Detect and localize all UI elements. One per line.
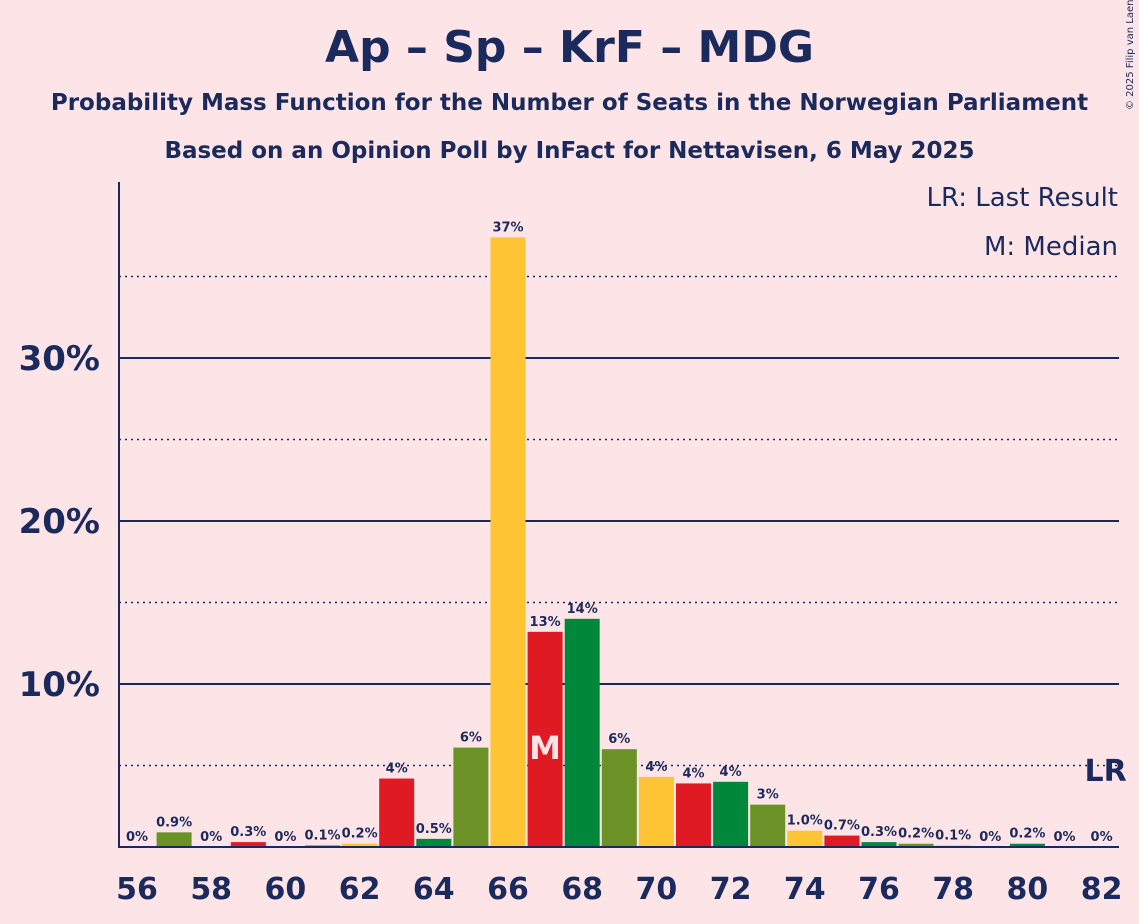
data-label: 0% (274, 830, 296, 845)
data-label: 0.7% (824, 819, 860, 834)
x-tick-label: 74 (784, 872, 826, 907)
bar (824, 835, 860, 847)
median-marker: M (529, 729, 561, 767)
last-result-marker: LR (1084, 754, 1126, 789)
data-label: 1.0% (787, 814, 823, 829)
x-tick-label: 56 (116, 872, 158, 907)
y-tick-label: 10% (19, 665, 100, 705)
bar (527, 631, 563, 847)
data-label: 0.5% (416, 822, 452, 837)
bar (898, 843, 934, 847)
y-tick-label: 30% (19, 339, 100, 379)
bar (861, 842, 897, 847)
bar (490, 237, 526, 847)
bar (787, 830, 823, 847)
x-tick-label: 80 (1007, 872, 1049, 907)
x-tick-label: 82 (1081, 872, 1123, 907)
data-label: 0% (200, 830, 222, 845)
x-tick-label: 70 (636, 872, 678, 907)
x-tick-label: 72 (710, 872, 752, 907)
chart-subtitle: Probability Mass Function for the Number… (50, 90, 1089, 116)
data-label: 13% (530, 615, 561, 630)
bar (564, 618, 600, 847)
bar (379, 778, 415, 847)
data-label: 4% (386, 762, 408, 777)
chart-title: Ap – Sp – KrF – MDG (325, 22, 814, 73)
data-label: 3% (757, 788, 779, 803)
data-label: 0% (979, 830, 1001, 845)
chart-source: Based on an Opinion Poll by InFact for N… (164, 138, 975, 164)
data-label: 0.2% (898, 827, 934, 842)
bar (156, 832, 192, 847)
data-label: 4% (645, 760, 667, 775)
data-label: 0% (1053, 830, 1075, 845)
data-label: 0% (126, 830, 148, 845)
data-label: 37% (492, 220, 523, 235)
x-tick-label: 66 (487, 872, 529, 907)
data-label: 0.3% (230, 825, 266, 840)
bar (416, 838, 452, 847)
x-tick-label: 68 (561, 872, 603, 907)
bar (1009, 843, 1045, 847)
bar (453, 747, 489, 847)
data-label: 6% (460, 731, 482, 746)
x-tick-label: 78 (932, 872, 974, 907)
x-tick-label: 62 (339, 872, 381, 907)
data-label: 14% (567, 602, 598, 617)
data-label: 0.2% (342, 827, 378, 842)
bar (230, 842, 266, 847)
y-tick-label: 20% (19, 502, 100, 542)
legend-median: M: Median (983, 232, 1118, 262)
data-label: 0.3% (861, 825, 897, 840)
data-label: 0.1% (304, 828, 340, 843)
data-label: 4% (720, 765, 742, 780)
data-label: 0.9% (156, 815, 192, 830)
data-label: 0.1% (935, 828, 971, 843)
data-label: 0% (1091, 830, 1113, 845)
x-tick-label: 60 (265, 872, 307, 907)
data-label: 4% (682, 766, 704, 781)
x-tick-label: 64 (413, 872, 455, 907)
bar (601, 749, 637, 847)
bar (342, 843, 378, 847)
x-tick-label: 76 (858, 872, 900, 907)
bar (676, 783, 711, 847)
bar (750, 804, 786, 847)
data-label: 0.2% (1009, 827, 1045, 842)
bar (638, 776, 674, 847)
data-label: 6% (608, 732, 630, 747)
x-tick-label: 58 (190, 872, 232, 907)
bar (713, 781, 749, 847)
legend-last-result: LR: Last Result (926, 183, 1118, 213)
